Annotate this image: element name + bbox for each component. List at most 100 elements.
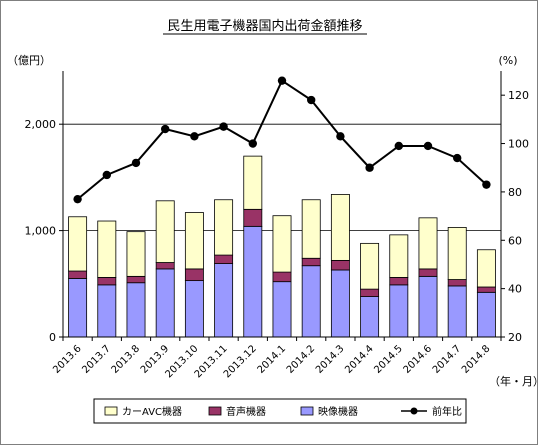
bar-1-2013.11: [214, 254, 234, 264]
line-point-2014.5: [394, 141, 403, 151]
y-left-tick-label-1: 1,000: [25, 225, 57, 238]
y-left-axis-label: （億円）: [7, 54, 51, 67]
bar-0-2013.9: [155, 268, 175, 338]
y-left-tick-label-0: 0: [49, 331, 56, 344]
bar-1-2014.8: [476, 286, 496, 293]
line-point-2013.11: [219, 122, 228, 131]
bar-0-2014.6: [418, 275, 438, 338]
x-tick-label-2013.7: 2013.7: [80, 343, 113, 376]
bar-2-2013.6: [68, 216, 88, 272]
bar-2-2014.5: [389, 234, 409, 278]
x-tick-label-2014.5: 2014.5: [372, 343, 405, 376]
line-series: [73, 76, 491, 204]
bar-2-2014.3: [330, 194, 350, 261]
y-right-tick-label-4: 100: [508, 138, 529, 151]
x-tick-label-2014.8: 2014.8: [460, 343, 493, 376]
bar-1-2013.10: [184, 268, 204, 282]
bar-2-2014.4: [360, 242, 380, 290]
legend-swatch-2: [300, 406, 314, 416]
bar-0-2014.5: [389, 284, 409, 338]
line-point-2014.1: [277, 76, 287, 85]
legend-label-0: カーAVC機器: [122, 405, 182, 418]
bar-1-2014.5: [389, 277, 409, 286]
bar-1-2013.9: [155, 262, 175, 270]
chart-title: 民生用電子機器国内出荷金額推移: [167, 18, 362, 34]
bar-0-2014.4: [360, 296, 380, 338]
legend-label-1: 音声機器: [226, 405, 266, 418]
y-right-tick-label-2: 60: [508, 234, 522, 247]
line-path: [76, 79, 488, 200]
line-point-2014.4: [365, 163, 374, 172]
y-right-tick-label-3: 80: [508, 186, 522, 199]
x-tick-label-2014.4: 2014.4: [343, 343, 376, 376]
y-right-tick-label-1: 40: [508, 283, 522, 296]
bar-2-2013.12: [243, 155, 263, 210]
x-tick-label-2014.2: 2014.2: [285, 343, 318, 376]
legend-label-2: 映像機器: [318, 405, 358, 418]
bar-1-2014.3: [330, 259, 350, 271]
line-point-2014.2: [307, 95, 316, 105]
bar-1-2014.7: [447, 279, 467, 287]
bar-0-2014.7: [447, 285, 467, 338]
bar-2-2013.7: [97, 220, 117, 278]
line-point-2014.8: [482, 180, 491, 189]
axes: [59, 71, 505, 341]
line-point-2014.3: [336, 132, 345, 141]
x-tick-label-2013.6: 2013.6: [51, 343, 84, 376]
y-right-axis-label: (%): [498, 54, 517, 67]
bar-0-2013.8: [126, 282, 146, 338]
y-right-tick-label-5: 120: [508, 89, 529, 102]
legend-label-3: 前年比: [432, 405, 462, 418]
line-point-2013.12: [248, 139, 257, 148]
line-point-2014.6: [423, 141, 433, 151]
bar-0-2013.11: [214, 263, 234, 338]
bar-1-2014.4: [360, 288, 380, 297]
legend-swatch-0: [104, 406, 118, 416]
bar-0-2014.8: [476, 291, 496, 338]
bar-1-2013.6: [68, 270, 88, 279]
bar-2-2014.7: [447, 227, 467, 280]
bar-1-2014.6: [418, 268, 438, 277]
line-point-2013.8: [131, 158, 141, 168]
bar-0-2014.3: [330, 269, 350, 338]
line-point-2013.10: [190, 132, 199, 141]
legend: カーAVC機器 音声機器 映像機器 前年比: [93, 398, 467, 424]
bar-0-2014.1: [272, 281, 292, 338]
bar-2-2013.11: [214, 199, 234, 256]
x-tick-label-2014.7: 2014.7: [431, 343, 464, 376]
bar-2-2013.9: [155, 200, 175, 263]
bar-2-2014.1: [272, 215, 292, 273]
x-tick-label-2014.6: 2014.6: [402, 343, 435, 376]
bar-1-2014.2: [301, 257, 321, 267]
bar-0-2013.12: [243, 225, 263, 338]
y-right-tick-label-0: 20: [508, 331, 522, 344]
bar-2-2014.8: [476, 249, 496, 288]
line-point-2013.7: [102, 170, 112, 180]
bar-2-2013.8: [126, 231, 146, 277]
legend-swatch-1: [208, 406, 222, 416]
x-tick-label-2014.3: 2014.3: [314, 343, 347, 376]
bar-series: [68, 155, 496, 338]
bar-1-2013.12: [243, 208, 263, 227]
bar-0-2014.2: [301, 265, 321, 338]
line-point-2013.9: [161, 124, 170, 134]
bar-1-2013.8: [126, 275, 146, 284]
y-left-tick-label-2: 2,000: [25, 118, 57, 131]
bar-0-2013.10: [184, 280, 204, 338]
x-tick-label-2014.1: 2014.1: [256, 343, 289, 376]
bar-1-2014.1: [272, 271, 292, 283]
legend-marker-3: [410, 407, 418, 415]
bar-1-2013.7: [97, 277, 117, 286]
line-point-2014.7: [453, 153, 462, 163]
bar-2-2014.2: [301, 199, 321, 259]
bar-0-2013.6: [68, 278, 88, 338]
bar-2-2013.10: [184, 212, 204, 270]
bar-2-2014.6: [418, 217, 438, 270]
x-axis-unit-label: （年・月）: [489, 374, 538, 388]
x-tick-label-2013.8: 2013.8: [110, 343, 143, 376]
gridlines: [63, 123, 501, 232]
line-point-2013.6: [73, 194, 82, 204]
bar-0-2013.7: [97, 284, 117, 338]
